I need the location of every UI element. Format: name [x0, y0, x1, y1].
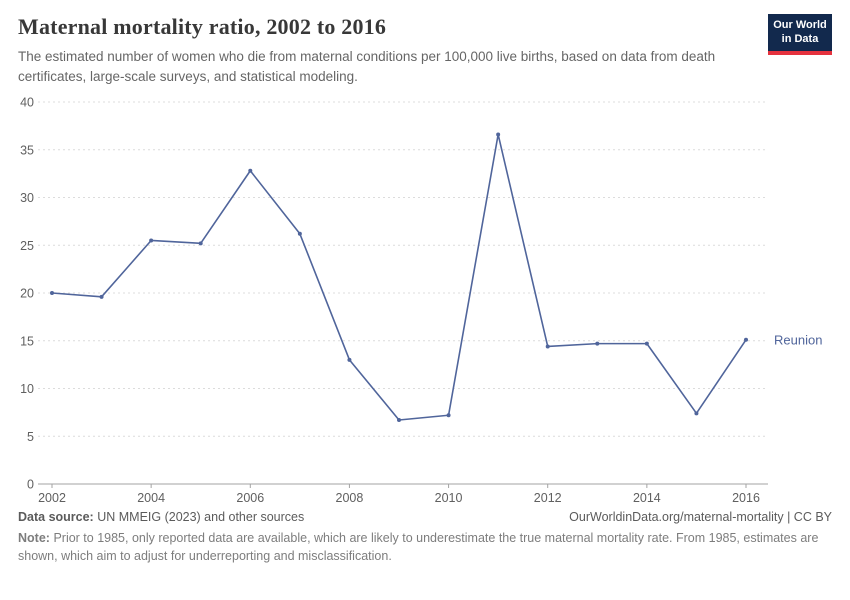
owid-logo-line2: in Data — [781, 32, 819, 45]
data-point — [446, 413, 451, 418]
x-tick-label: 2010 — [435, 491, 463, 505]
y-tick-label: 10 — [20, 382, 34, 396]
source-row: Data source: UN MMEIG (2023) and other s… — [18, 510, 832, 524]
owid-logo-line1: Our World — [773, 19, 827, 31]
x-tick-label: 2008 — [336, 491, 364, 505]
x-tick-label: 2006 — [236, 491, 264, 505]
x-tick-label: 2016 — [732, 491, 760, 505]
chart-footer: Data source: UN MMEIG (2023) and other s… — [18, 510, 832, 565]
owid-url-link[interactable]: OurWorldinData.org/maternal-mortality | … — [569, 510, 832, 525]
data-source-label: Data source: — [18, 510, 94, 525]
data-point — [198, 241, 203, 246]
y-tick-label: 15 — [20, 334, 34, 348]
data-point — [99, 294, 104, 299]
chart-header: Maternal mortality ratio, 2002 to 2016 T… — [18, 14, 832, 86]
y-tick-label: 0 — [27, 478, 34, 492]
y-tick-label: 20 — [20, 287, 34, 301]
x-tick-label: 2012 — [534, 491, 562, 505]
data-point — [545, 344, 550, 349]
chart-title: Maternal mortality ratio, 2002 to 2016 — [18, 14, 387, 39]
footer-note: Note: Prior to 1985, only reported data … — [18, 530, 832, 565]
x-tick-label: 2014 — [633, 491, 661, 505]
data-point — [644, 341, 649, 346]
y-tick-label: 40 — [20, 96, 34, 110]
data-point — [149, 238, 154, 243]
y-tick-label: 35 — [20, 143, 34, 157]
chart-area: 0 5 10 15 20 25 30 35 40 2002 2004 2006 2008 2010 2012… — [18, 92, 832, 506]
data-point — [595, 341, 600, 346]
data-point — [248, 168, 253, 173]
data-source-text: UN MMEIG (2023) and other sources — [97, 510, 305, 525]
y-tick-label: 30 — [20, 191, 34, 205]
data-point — [744, 337, 748, 342]
data-point — [297, 231, 302, 236]
data-point — [694, 411, 699, 416]
data-point — [496, 132, 501, 137]
y-tick-label: 5 — [27, 430, 34, 444]
data-source: Data source: UN MMEIG (2023) and other s… — [18, 510, 304, 524]
y-tick-label: 25 — [20, 239, 34, 253]
footer-note-text: Prior to 1985, only reported data are av… — [18, 531, 819, 563]
x-tick-label: 2004 — [137, 491, 165, 505]
chart-svg: 0 5 10 15 20 25 30 35 40 2002 2004 2006 2008 2010 2012… — [20, 96, 822, 506]
owid-logo: Our World in Data — [768, 14, 832, 55]
chart-subtitle: The estimated number of women who die fr… — [18, 49, 716, 84]
data-point — [50, 291, 54, 296]
footer-note-label: Note: — [18, 531, 50, 546]
x-tick-label: 2002 — [38, 491, 66, 505]
series-end-label: Reunion — [774, 332, 822, 347]
series-line — [51, 133, 747, 421]
data-point — [347, 357, 352, 362]
data-point — [397, 418, 401, 423]
